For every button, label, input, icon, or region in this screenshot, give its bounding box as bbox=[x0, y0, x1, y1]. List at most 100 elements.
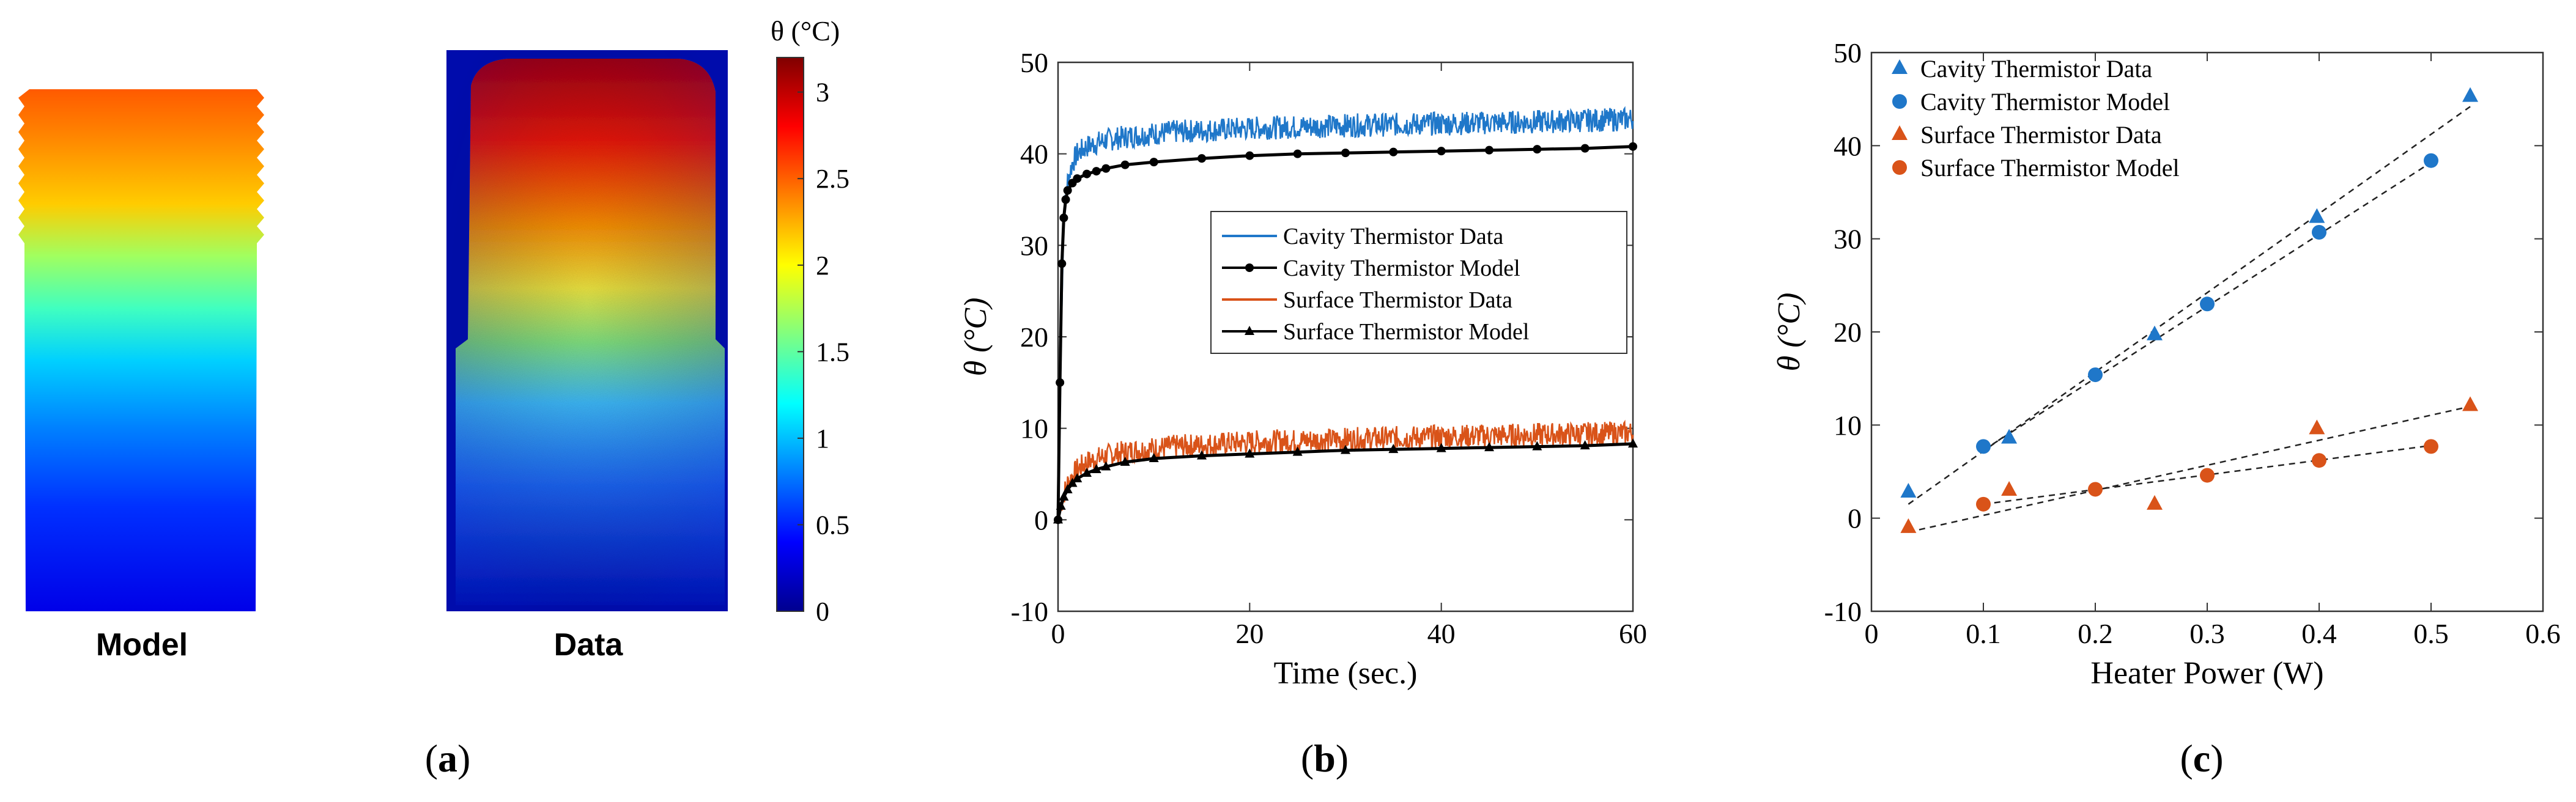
legend-marker bbox=[1892, 59, 1908, 74]
colorbar-tick-label: 0 bbox=[816, 597, 829, 627]
colorbar-tick-label: 1.5 bbox=[816, 337, 849, 367]
data-point bbox=[2424, 153, 2438, 168]
legend: Cavity Thermistor Data Cavity Thermistor … bbox=[1210, 211, 1627, 354]
legend-label: Cavity Thermistor Data bbox=[1920, 55, 2152, 83]
fit-line bbox=[1908, 405, 2471, 533]
series-cavity-data bbox=[1057, 106, 1634, 520]
x-tick-label: 0 bbox=[1051, 618, 1065, 649]
model-point bbox=[1092, 167, 1101, 176]
chart-c: 0 0.1 0.2 0.3 0.4 0.5 0.6-1001020304050Heater … bbox=[1772, 37, 2561, 691]
model-point bbox=[1149, 453, 1159, 463]
panel-a: Model Data θ (°C) 0 0.5 1 1.5 2 2.5 3 bbox=[18, 15, 849, 663]
model-point bbox=[1629, 142, 1637, 151]
model-point bbox=[1197, 450, 1207, 460]
y-tick-label: 50 bbox=[1834, 37, 1862, 68]
data-heatmap-shade bbox=[446, 50, 728, 611]
model-point bbox=[1057, 259, 1067, 268]
colorbar-tick-label: 2 bbox=[816, 251, 829, 281]
model-point bbox=[1197, 154, 1206, 163]
legend-label: Surface Thermistor Model bbox=[1283, 319, 1529, 345]
model-point bbox=[1061, 195, 1070, 204]
model-point bbox=[1059, 213, 1068, 223]
x-tick-label: 0 bbox=[1865, 618, 1879, 649]
model-point bbox=[1101, 164, 1111, 173]
data-point bbox=[2200, 468, 2215, 483]
y-tick-label: 30 bbox=[1834, 224, 1862, 255]
model-point bbox=[1062, 484, 1073, 493]
model-point bbox=[1389, 147, 1398, 156]
legend-label: Surface Thermistor Model bbox=[1920, 154, 2180, 182]
model-point bbox=[1073, 174, 1082, 183]
legend-label: Cavity Thermistor Data bbox=[1283, 224, 1503, 249]
model-point bbox=[1341, 149, 1350, 158]
data-point bbox=[2462, 396, 2479, 411]
x-tick-label: 0.4 bbox=[2301, 618, 2337, 649]
data-label: Data bbox=[554, 627, 624, 663]
data-point bbox=[2001, 429, 2018, 444]
x-tick-label: 0.2 bbox=[2078, 618, 2113, 649]
data-point bbox=[2146, 495, 2163, 510]
model-point bbox=[1437, 147, 1446, 156]
x-tick-label: 60 bbox=[1619, 618, 1647, 649]
y-tick-label: 20 bbox=[1834, 317, 1862, 348]
model-point bbox=[1083, 169, 1091, 178]
data-point bbox=[2462, 87, 2479, 102]
model-point bbox=[1485, 145, 1493, 155]
data-point bbox=[2424, 439, 2438, 454]
model-point bbox=[1120, 160, 1130, 169]
model-point bbox=[1388, 444, 1399, 454]
x-tick-label: 0.1 bbox=[1966, 618, 2001, 649]
colorbar-ticks: 0 0.5 1 1.5 2 2.5 3 bbox=[798, 78, 849, 627]
y-tick-label: 50 bbox=[1020, 47, 1048, 78]
legend-marker bbox=[1892, 94, 1907, 109]
data-point bbox=[1976, 439, 1991, 454]
x-tick-label: 0.5 bbox=[2413, 618, 2449, 649]
data-point bbox=[2200, 296, 2215, 312]
x-tick-label: 0.3 bbox=[2189, 618, 2225, 649]
legend-label: Cavity Thermistor Model bbox=[1920, 88, 2170, 116]
model-heatmap bbox=[18, 89, 264, 611]
legend-marker bbox=[1245, 326, 1254, 335]
legend: Cavity Thermistor Data Cavity Thermistor … bbox=[1892, 55, 2180, 182]
model-point bbox=[1293, 149, 1302, 158]
y-tick-label: 10 bbox=[1020, 413, 1048, 444]
colorbar-tick-label: 1 bbox=[816, 424, 829, 454]
model-point bbox=[1341, 444, 1350, 454]
model-point bbox=[1101, 461, 1111, 471]
legend-label: Surface Thermistor Data bbox=[1283, 287, 1512, 313]
model-point bbox=[1149, 158, 1158, 167]
y-tick-label: -10 bbox=[1011, 596, 1048, 627]
colorbar-title: θ (°C) bbox=[771, 15, 840, 46]
legend-label: Cavity Thermistor Model bbox=[1283, 256, 1520, 281]
y-tick-label: -10 bbox=[1824, 596, 1862, 627]
data-point bbox=[2312, 453, 2326, 468]
x-tick-label: 40 bbox=[1427, 618, 1456, 649]
data-point bbox=[2088, 367, 2103, 383]
model-point bbox=[1063, 186, 1072, 195]
data-point bbox=[1900, 483, 1917, 498]
model-point bbox=[1091, 464, 1101, 474]
model-point bbox=[1292, 446, 1303, 456]
data-point bbox=[2001, 480, 2018, 496]
y-tick-label: 10 bbox=[1834, 410, 1862, 441]
model-point bbox=[1053, 514, 1063, 524]
model-point bbox=[1580, 440, 1590, 450]
y-tick-label: 0 bbox=[1848, 503, 1862, 534]
model-point bbox=[1436, 443, 1446, 452]
model-point bbox=[1082, 468, 1092, 477]
legend-marker bbox=[1892, 160, 1907, 175]
model-point bbox=[1580, 144, 1590, 153]
model-label: Model bbox=[96, 627, 188, 663]
series-surface-data bbox=[1057, 419, 1634, 520]
x-axis-label: Heater Power (W) bbox=[2090, 656, 2323, 691]
x-tick-label: 0.6 bbox=[2525, 618, 2561, 649]
model-point bbox=[1532, 441, 1542, 451]
model-point bbox=[1533, 145, 1542, 154]
y-tick-label: 40 bbox=[1834, 130, 1862, 161]
panel-label-a: (a) bbox=[425, 737, 471, 780]
model-point bbox=[1628, 438, 1638, 448]
colorbar-tick-label: 3 bbox=[816, 78, 829, 108]
y-tick-label: 20 bbox=[1020, 322, 1048, 353]
